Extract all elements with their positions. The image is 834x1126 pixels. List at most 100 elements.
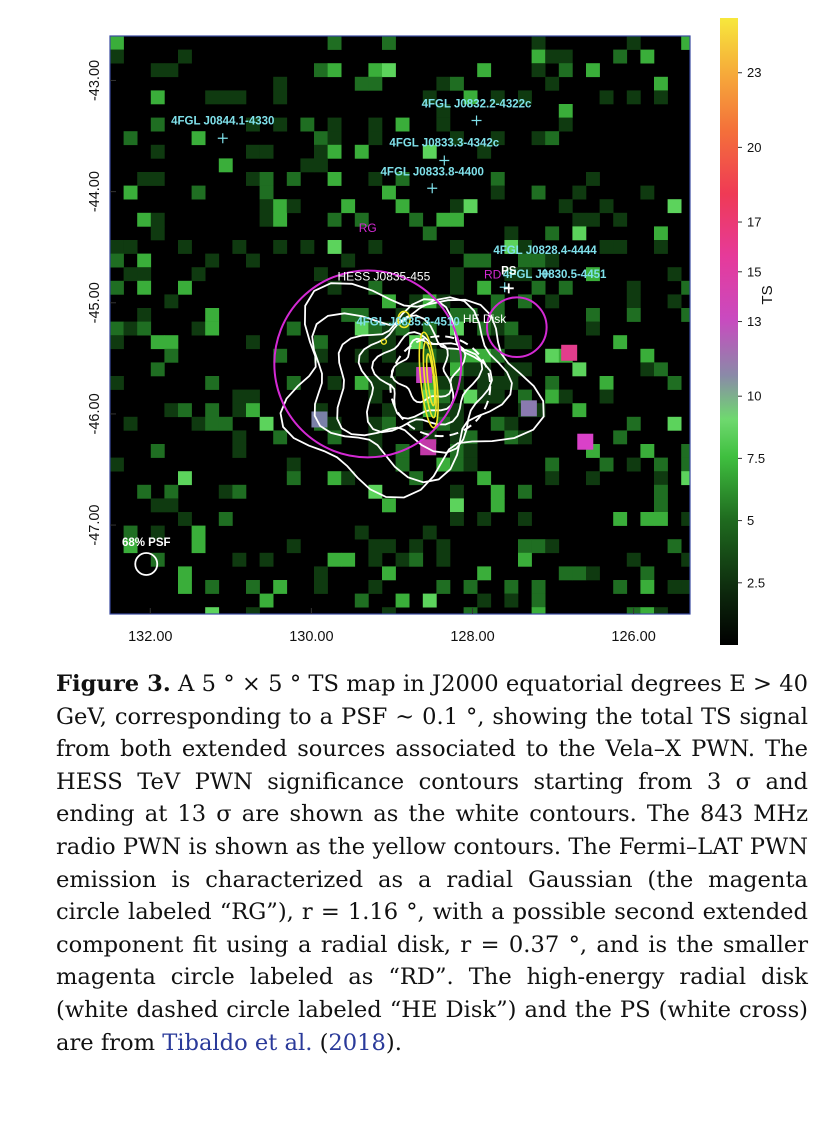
ts-pixel	[463, 457, 478, 472]
source-marker	[427, 183, 438, 194]
ts-pixel	[354, 308, 369, 322]
ts-pixel	[654, 457, 668, 472]
ts-pixel	[463, 607, 478, 614]
ts-pixel	[314, 566, 328, 581]
ts-pixel	[300, 117, 315, 132]
ts-pixel	[613, 335, 628, 350]
ts-pixel	[490, 90, 505, 105]
ts-pixel	[531, 36, 546, 50]
ts-pixel	[232, 403, 247, 418]
ts-pixel	[150, 90, 165, 105]
ts-pixel	[273, 348, 288, 363]
ts-pixel	[354, 212, 369, 227]
ts-pixel	[354, 76, 369, 91]
ts-pixel	[382, 185, 396, 200]
ts-pixel	[436, 117, 451, 132]
hess-contour	[311, 296, 513, 484]
caption-citation-year[interactable]: 2018	[328, 1029, 386, 1056]
ts-pixel	[626, 36, 641, 50]
ts-pixel	[191, 185, 206, 200]
ts-pixel	[558, 49, 573, 64]
region-rg	[273, 269, 463, 459]
ts-pixel	[613, 580, 628, 594]
ts-pixel	[137, 321, 152, 336]
ts-pixel	[531, 580, 546, 594]
ts-pixel	[273, 76, 288, 91]
ts-pixel	[368, 117, 383, 132]
ts-pixel	[654, 471, 668, 486]
ts-pixel	[382, 566, 396, 581]
ts-pixel	[477, 471, 492, 486]
source-marker	[503, 283, 514, 294]
ts-pixel	[654, 76, 668, 91]
map-frame	[109, 35, 691, 615]
hess-contour	[357, 314, 484, 434]
caption-citation[interactable]: Tibaldo et al.	[162, 1029, 313, 1056]
ts-pixel	[409, 552, 424, 567]
ts-pixel	[327, 36, 342, 50]
x-axis: 132.00 130.00 128.00 126.00	[128, 608, 656, 645]
ts-pixel	[531, 49, 546, 64]
ts-pixel	[232, 430, 247, 445]
ts-pixel	[218, 158, 233, 173]
ts-pixel	[490, 185, 505, 200]
ts-pixel	[545, 457, 560, 472]
colorbar-tick-label: 23	[747, 65, 761, 80]
ts-pixel	[422, 593, 437, 608]
ts-pixel	[273, 580, 288, 594]
hess-contour	[279, 282, 545, 499]
ts-pixel	[259, 212, 274, 227]
ts-pixel	[518, 253, 532, 268]
y-tick-label: -45.00	[87, 282, 103, 323]
ts-pixel	[463, 389, 478, 404]
ts-pixel	[422, 226, 437, 241]
ts-pixel	[150, 144, 165, 159]
x-tick-label: 132.00	[128, 629, 172, 645]
ts-pixel	[382, 416, 396, 431]
ts-pixel	[123, 321, 138, 336]
ts-pixel	[178, 512, 192, 526]
source-label: 4FGL J0833.3-4342c	[389, 137, 499, 149]
ts-pixel	[150, 525, 165, 540]
ts-pixel	[490, 484, 505, 499]
ts-pixel	[518, 240, 532, 254]
ts-pixel	[613, 49, 628, 64]
ts-pixel	[518, 335, 532, 350]
ts-pixel	[382, 498, 396, 513]
ts-pixel	[477, 512, 492, 526]
ts-pixel	[259, 199, 274, 214]
colorbar-tick-label: 13	[747, 314, 761, 329]
ts-pixel	[178, 471, 192, 486]
ts-pixel	[463, 444, 478, 458]
ts-pixel	[599, 199, 614, 214]
ts-pixel	[545, 389, 560, 404]
ts-pixel	[286, 199, 301, 214]
source-label: PS	[501, 265, 517, 277]
ts-pixel	[409, 212, 424, 227]
ts-pixel	[586, 471, 600, 486]
ts-pixel	[450, 444, 464, 458]
ts-pixel	[477, 376, 492, 390]
ts-pixel	[667, 294, 682, 309]
ts-pixel	[110, 280, 124, 295]
ts-pixel	[205, 607, 220, 614]
source-label: 4FGL J0844.1-4330	[171, 115, 274, 127]
ts-pixel	[300, 158, 315, 173]
ts-pixel	[667, 539, 682, 554]
caption-text: A 5 ° × 5 ° TS map in J2000 equatorial d…	[56, 671, 808, 1056]
ts-pixel	[640, 512, 655, 526]
ts-pixel	[232, 444, 247, 458]
ts-pixel	[354, 348, 369, 363]
ts-hotspot	[577, 433, 594, 450]
ts-pixel	[218, 416, 233, 431]
ts-pixel	[137, 484, 152, 499]
ts-pixel	[654, 607, 668, 614]
source-marker	[439, 155, 450, 166]
ts-pixel	[368, 63, 383, 78]
source-marker	[217, 133, 228, 144]
ts-pixel	[518, 362, 532, 377]
ts-pixel	[490, 308, 505, 322]
ts-pixel	[368, 539, 383, 554]
ts-pixel	[327, 240, 342, 254]
ts-pixel	[395, 593, 410, 608]
